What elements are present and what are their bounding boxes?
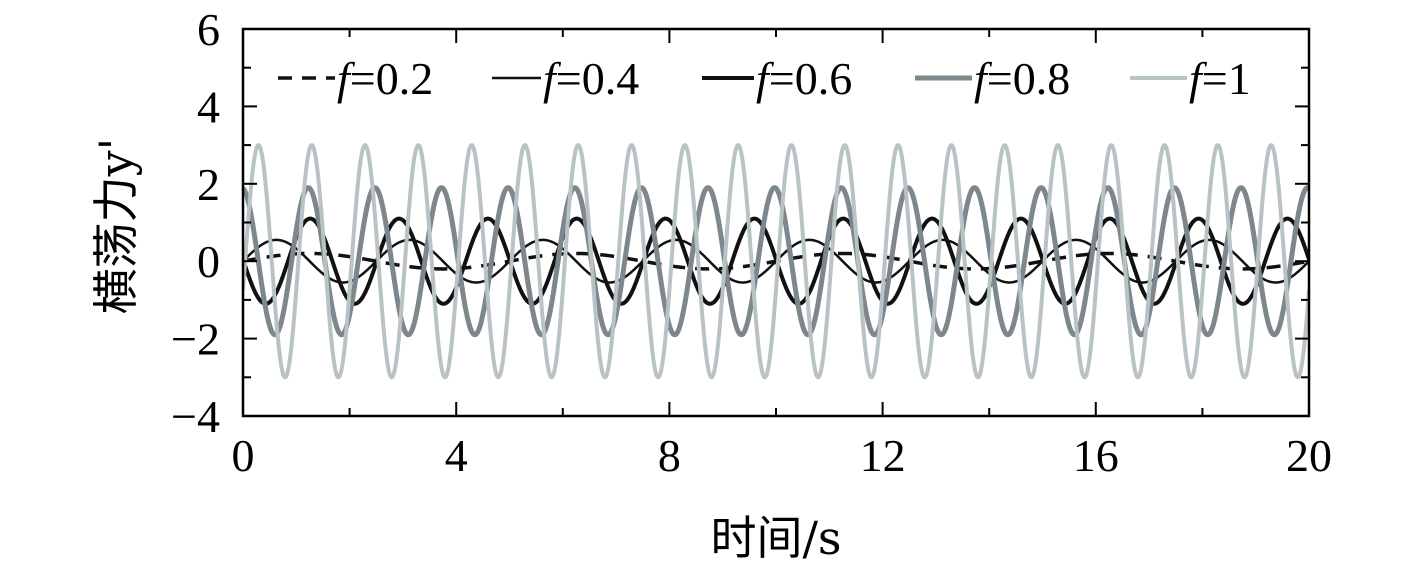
x-tick-label: 4 (445, 430, 468, 481)
series-line-4 (243, 143, 1309, 380)
legend: f=0.2 f=0.4 f=0.6 f=0.8 f=1 (278, 53, 1251, 104)
series-layer (243, 143, 1309, 380)
y-tick-label: −4 (171, 391, 220, 442)
series-line-2 (243, 216, 1309, 306)
y-axis-label: 横荡力y' (89, 138, 143, 315)
legend-label-3: f=0.8 (974, 53, 1070, 104)
y-tick-label: 6 (197, 4, 220, 55)
legend-label-1: f=0.4 (543, 53, 639, 104)
x-tick-label: 12 (860, 430, 906, 481)
legend-label-2: f=0.6 (756, 53, 852, 104)
legend-label-4: f=1 (1189, 53, 1251, 104)
y-tick-label: 0 (197, 236, 220, 287)
y-tick-label: −2 (171, 314, 220, 365)
legend-label-0: f=0.2 (337, 53, 433, 104)
y-tick-label: 2 (197, 159, 220, 210)
series-line-3 (243, 185, 1309, 338)
x-tick-label: 16 (1073, 430, 1119, 481)
x-tick-label: 8 (658, 430, 681, 481)
axes-layer: 0 4 8 12 16 20 −4 −2 0 2 4 6 (171, 4, 1332, 481)
x-tick-label: 0 (232, 430, 255, 481)
x-axis-label: 时间/s (710, 511, 841, 565)
x-tick-label: 20 (1286, 430, 1332, 481)
y-tick-label: 4 (197, 81, 220, 132)
